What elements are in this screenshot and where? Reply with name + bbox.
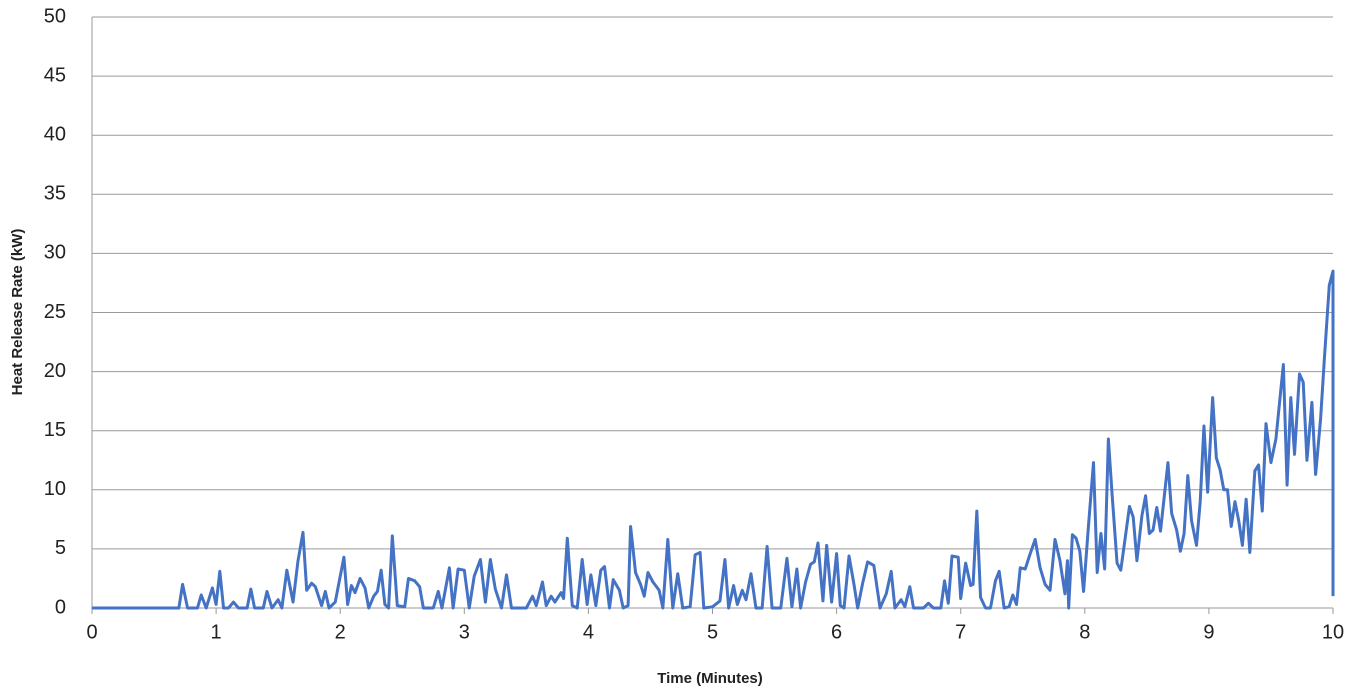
y-tick-label: 40 — [44, 123, 66, 145]
y-tick-label: 0 — [55, 596, 66, 618]
y-tick-label: 45 — [44, 64, 66, 86]
x-tick-label: 6 — [831, 621, 842, 643]
x-tick-label: 2 — [335, 621, 346, 643]
x-tick-label: 7 — [955, 621, 966, 643]
y-tick-label: 20 — [44, 360, 66, 382]
x-tick-label: 3 — [459, 621, 470, 643]
x-axis-title: Time (Minutes) — [657, 670, 763, 687]
y-tick-label: 5 — [55, 537, 66, 559]
x-tick-label: 5 — [707, 621, 718, 643]
y-tick-label: 50 — [44, 5, 66, 27]
y-tick-label: 10 — [44, 478, 66, 500]
y-tick-label: 30 — [44, 242, 66, 264]
x-tick-label: 10 — [1322, 621, 1344, 643]
x-tick-label: 4 — [583, 621, 594, 643]
y-tick-label: 15 — [44, 419, 66, 441]
x-tick-label: 8 — [1079, 621, 1090, 643]
x-tick-label: 0 — [86, 621, 97, 643]
y-tick-label: 35 — [44, 183, 66, 205]
x-tick-label: 1 — [211, 621, 222, 643]
data-line — [92, 269, 1335, 610]
x-tick-label: 9 — [1203, 621, 1214, 643]
y-tick-label: 25 — [44, 301, 66, 323]
y-axis-title: Heat Release Rate (kW) — [9, 229, 26, 396]
